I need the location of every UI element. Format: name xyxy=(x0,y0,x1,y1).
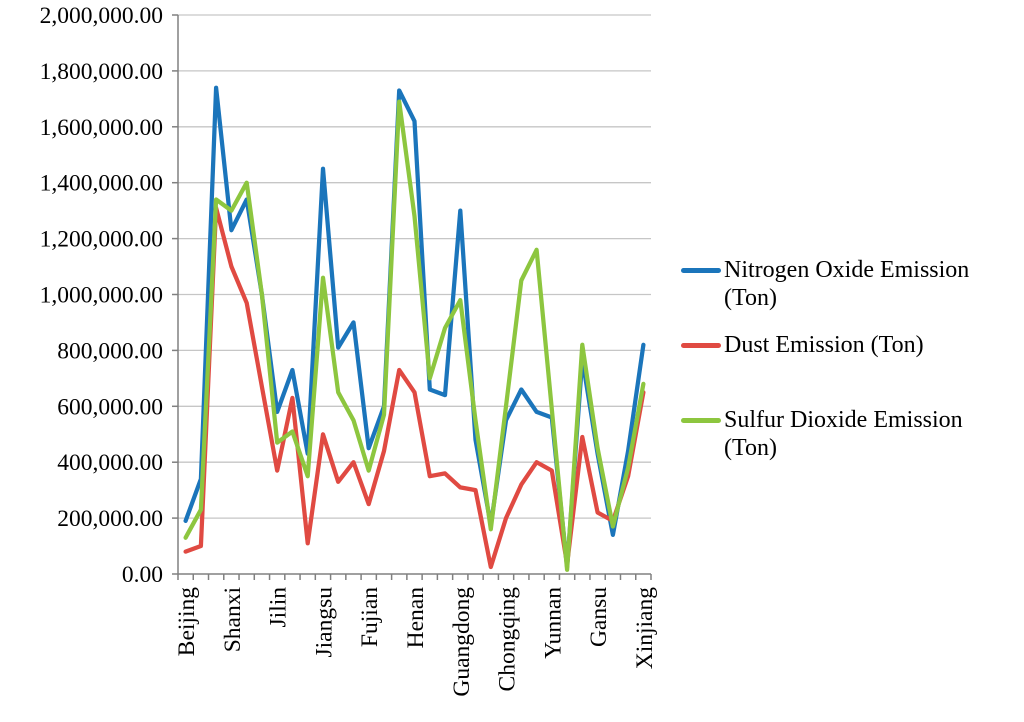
x-axis-tick-label: Jilin xyxy=(266,587,292,628)
y-axis-tick-label: 0.00 xyxy=(122,562,163,588)
y-axis-tick-label: 1,800,000.00 xyxy=(40,59,163,85)
series-lines xyxy=(183,85,646,572)
legend-label: Nitrogen Oxide Emission (Ton) xyxy=(724,257,970,311)
x-axis-tick-label: Xinjiang xyxy=(632,587,658,669)
x-axis-tick-label: Shanxi xyxy=(220,587,246,653)
axis-ticks xyxy=(172,14,652,580)
y-axis-tick-label: 1,600,000.00 xyxy=(40,115,163,141)
x-axis-labels: Beijing Shanxi Jilin Jiangsu Fujian Henan Guan… xyxy=(174,587,658,697)
legend-line-swatch xyxy=(681,268,721,273)
series-line-sulfur-dioxide-emission-ton xyxy=(183,99,646,572)
x-axis-tick-label: Yunnan xyxy=(540,587,566,659)
x-axis-tick-label: Jiangsu xyxy=(311,587,337,658)
y-axis-tick-label: 1,200,000.00 xyxy=(40,227,163,253)
legend-line-swatch xyxy=(681,418,721,423)
y-axis-tick-label: 400,000.00 xyxy=(57,450,163,476)
series-line-dust-emission-ton xyxy=(183,205,646,570)
y-axis-tick-label: 2,000,000.00 xyxy=(40,3,163,29)
y-axis-labels: 2,000,000.00 1,800,000.00 1,600,000.00 1,40… xyxy=(40,3,163,588)
legend-label: Sulfur Dioxide Emission (Ton) xyxy=(724,407,963,461)
legend-entry-sulfur-dioxide-emission-ton: Sulfur Dioxide Emission (Ton) xyxy=(681,406,963,462)
x-axis-tick-label: Gansu xyxy=(586,587,612,647)
x-axis-tick-label: Fujian xyxy=(357,587,383,647)
legend-entry-dust-emission-ton: Dust Emission (Ton) xyxy=(681,331,924,359)
x-axis-tick-label: Guangdong xyxy=(449,587,475,697)
y-axis-tick-label: 1,400,000.00 xyxy=(40,171,163,197)
x-axis-tick-label: Henan xyxy=(403,587,429,649)
y-axis-tick-label: 600,000.00 xyxy=(57,394,163,420)
legend-label: Dust Emission (Ton) xyxy=(724,332,924,358)
legend-entry-nitrogen-oxide-emission-ton: Nitrogen Oxide Emission (Ton) xyxy=(681,256,969,312)
x-axis-tick-label: Chongqing xyxy=(495,587,521,692)
y-axis-tick-label: 800,000.00 xyxy=(57,338,163,364)
y-axis-tick-label: 1,000,000.00 xyxy=(40,283,163,309)
legend-line-swatch xyxy=(681,343,721,348)
x-axis-tick-label: Beijing xyxy=(174,587,200,656)
y-axis-tick-label: 200,000.00 xyxy=(57,506,163,532)
